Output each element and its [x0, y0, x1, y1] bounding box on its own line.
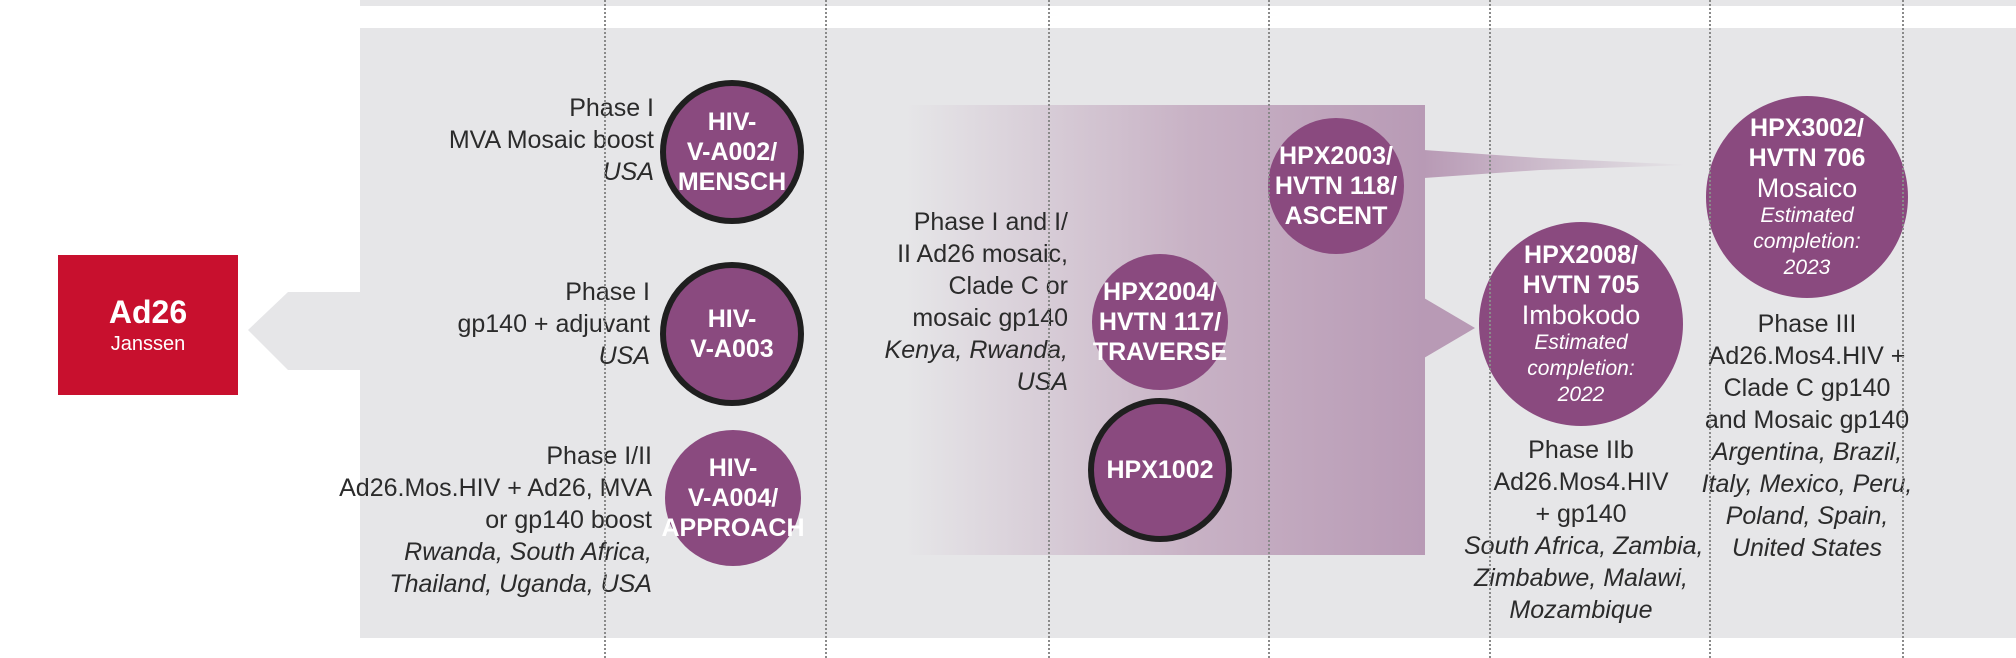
- desc-line: Phase I and I/: [913, 208, 1068, 236]
- desc-line: Phase I/II: [546, 442, 652, 470]
- desc-line: mosaic gp140: [912, 304, 1068, 332]
- estimate-line: Estimated: [1534, 331, 1628, 354]
- estimate-line: completion:: [1753, 230, 1861, 253]
- trial-id-line: V-A002/: [686, 138, 778, 166]
- desc-line: Clade C gp140: [1723, 374, 1891, 402]
- sponsor-box: Ad26 Janssen: [58, 255, 238, 395]
- desc-line: Phase III: [1757, 310, 1857, 338]
- trial-circle-hpx2008: HPX2008/ HVTN 705 Imbokodo Estimated com…: [1479, 222, 1683, 426]
- location-line: United States: [1731, 534, 1883, 562]
- trial-id-line: HIV-: [707, 108, 757, 136]
- trial-name: Imbokodo: [1521, 300, 1641, 330]
- estimate-line: completion:: [1527, 357, 1635, 380]
- trial-circle-hpx1002: HPX1002: [1088, 398, 1232, 542]
- location-line: Thailand, Uganda, USA: [389, 570, 652, 598]
- trial-id-line: HVTN 705: [1522, 271, 1640, 299]
- arrow-to-mosaico: [1424, 150, 1690, 178]
- location-line: Italy, Mexico, Peru,: [1701, 470, 1913, 498]
- trial-desc-a003: Phase I gp140 + adjuvant USA: [457, 276, 650, 372]
- trial-id-line: HVTN 117/: [1098, 308, 1222, 336]
- location-line: Argentina, Brazil,: [1711, 438, 1903, 466]
- location-line: Poland, Spain,: [1725, 502, 1889, 530]
- trial-id-line: HPX2004/: [1103, 278, 1217, 306]
- arrow-to-imbokodo: [1424, 298, 1475, 358]
- location-line: Zimbabwe, Malawi,: [1474, 564, 1688, 592]
- desc-line: Clade C or: [948, 272, 1069, 300]
- desc-line: II Ad26 mosaic,: [897, 240, 1068, 268]
- trial-circle-a004: HIV- V-A004/ APPROACH: [661, 430, 805, 566]
- estimate-line: 2022: [1557, 383, 1605, 406]
- trial-circle-hpx2003: HPX2003/ HVTN 118/ ASCENT: [1268, 118, 1404, 254]
- location-line: Kenya, Rwanda,: [884, 336, 1068, 364]
- trial-desc-a002: Phase I MVA Mosaic boost USA: [449, 92, 654, 188]
- estimate-line: 2023: [1783, 256, 1831, 279]
- location-line: USA: [598, 342, 650, 370]
- trial-desc-a004: Phase I/II Ad26.Mos.HIV + Ad26, MVA or g…: [339, 440, 652, 600]
- trial-id-line: HIV-: [707, 305, 757, 333]
- trial-id-line: APPROACH: [661, 514, 805, 542]
- desc-line: or gp140 boost: [485, 506, 652, 534]
- divider-line: [1489, 0, 1491, 658]
- desc-line: Ad26.Mos4.HIV +: [1708, 342, 1906, 370]
- trial-id-line: HIV-: [708, 454, 758, 482]
- desc-line: MVA Mosaic boost: [448, 126, 654, 154]
- estimate-line: Estimated: [1760, 204, 1854, 227]
- location-line: USA: [602, 158, 654, 186]
- trial-id-line: ASCENT: [1284, 202, 1388, 230]
- divider-line: [604, 0, 606, 658]
- desc-line: and Mosaic gp140: [1704, 406, 1910, 434]
- trial-circle-a002: HIV- V-A002/ MENSCH: [660, 80, 804, 224]
- top-bar: [360, 0, 2016, 6]
- desc-line: Ad26.Mos4.HIV: [1493, 468, 1669, 496]
- location-line: USA: [1016, 368, 1068, 396]
- desc-line: + gp140: [1535, 500, 1627, 528]
- trial-desc-hpx2008: Phase IIb Ad26.Mos4.HIV + gp140 South Af…: [1464, 434, 1704, 626]
- trial-id-line: HVTN 118/: [1274, 172, 1398, 200]
- divider-line: [1902, 0, 1904, 658]
- trial-id-line: HPX3002/: [1750, 114, 1864, 142]
- desc-line: Phase IIb: [1528, 436, 1634, 464]
- trial-group-desc: Phase I and I/ II Ad26 mosaic, Clade C o…: [885, 206, 1068, 398]
- trial-circle-hpx2004: HPX2004/ HVTN 117/ TRAVERSE: [1092, 254, 1228, 390]
- sponsor-name: Ad26: [108, 294, 188, 330]
- trial-id-line: TRAVERSE: [1092, 338, 1228, 366]
- trial-id-line: HVTN 706: [1748, 144, 1866, 172]
- sponsor-company: Janssen: [110, 333, 186, 355]
- desc-line: gp140 + adjuvant: [457, 310, 650, 338]
- location-line: Mozambique: [1509, 596, 1653, 624]
- trial-id-line: MENSCH: [677, 168, 787, 196]
- trial-name: Mosaico: [1756, 173, 1858, 203]
- desc-line: Phase I: [569, 94, 654, 122]
- divider-line: [1048, 0, 1050, 658]
- divider-line: [1709, 0, 1711, 658]
- desc-line: Ad26.Mos.HIV + Ad26, MVA: [339, 474, 652, 502]
- trial-id-line: V-A003: [690, 335, 774, 363]
- trial-circle-hpx3002: HPX3002/ HVTN 706 Mosaico Estimated comp…: [1706, 96, 1908, 298]
- sponsor-arrow: [248, 292, 360, 370]
- trial-circle-a003: HIV- V-A003: [660, 262, 804, 406]
- trial-id-line: HPX2008/: [1524, 241, 1638, 269]
- trial-id-line: V-A004/: [687, 484, 779, 512]
- trial-desc-hpx3002: Phase III Ad26.Mos4.HIV + Clade C gp140 …: [1692, 308, 1922, 564]
- divider-line: [1268, 0, 1270, 658]
- trial-id-line: HPX2003/: [1279, 142, 1393, 170]
- divider-line: [825, 0, 827, 658]
- location-line: South Africa, Zambia,: [1464, 532, 1704, 560]
- location-line: Rwanda, South Africa,: [404, 538, 652, 566]
- desc-line: Phase I: [565, 278, 650, 306]
- trial-id-line: HPX1002: [1106, 456, 1214, 484]
